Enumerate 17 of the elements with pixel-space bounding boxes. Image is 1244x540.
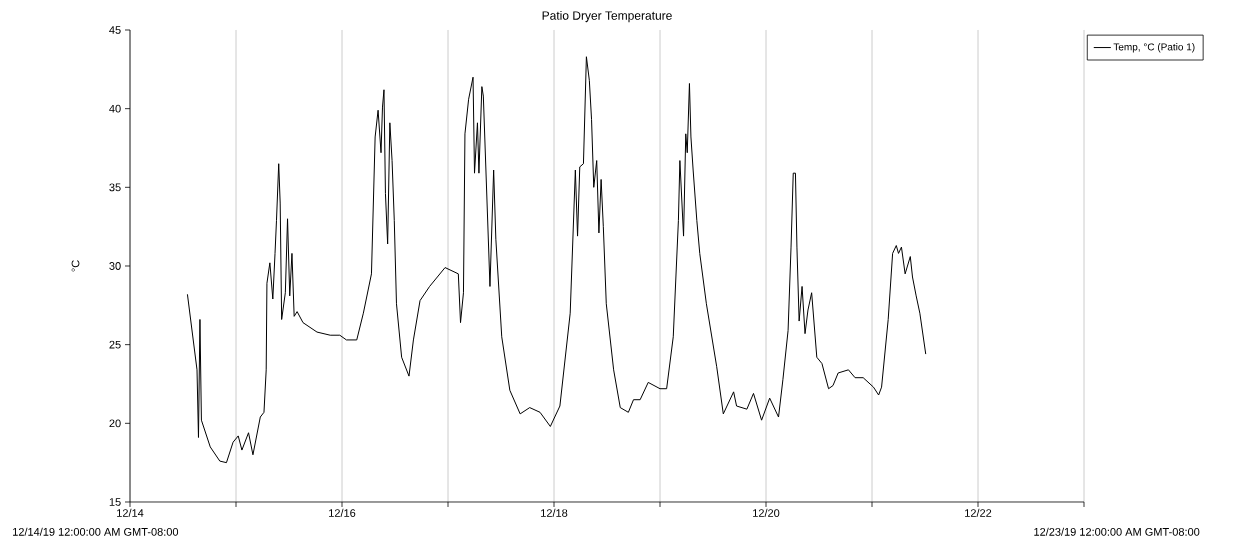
y-tick-label: 20 bbox=[109, 419, 121, 428]
x-tick-label: 12/22 bbox=[965, 508, 992, 517]
x-tick-label: 12/14 bbox=[117, 508, 144, 517]
y-tick-label: 30 bbox=[109, 262, 121, 270]
y-tick-label: 15 bbox=[109, 498, 121, 506]
legend-label: Temp, °C (Patio 1) bbox=[1113, 43, 1195, 53]
text: 12/14/19 12:00:00 AM GMT-08:00 bbox=[13, 527, 179, 536]
y-tick-label: 25 bbox=[109, 340, 121, 349]
x-tick-label: 12/18 bbox=[541, 508, 568, 517]
chart-title: Patio Dryer Temperature bbox=[542, 10, 672, 23]
x-tick-label: 12/20 bbox=[753, 508, 780, 517]
y-tick-label: 35 bbox=[109, 183, 121, 192]
y-tick-label: 40 bbox=[109, 104, 121, 113]
x-tick-label: 12/16 bbox=[329, 508, 356, 517]
y-axis-title: °C bbox=[71, 260, 80, 272]
y-tick-label: 45 bbox=[109, 26, 121, 34]
text: 12/23/19 12:00:00 AM GMT-08:00 bbox=[1034, 527, 1200, 536]
